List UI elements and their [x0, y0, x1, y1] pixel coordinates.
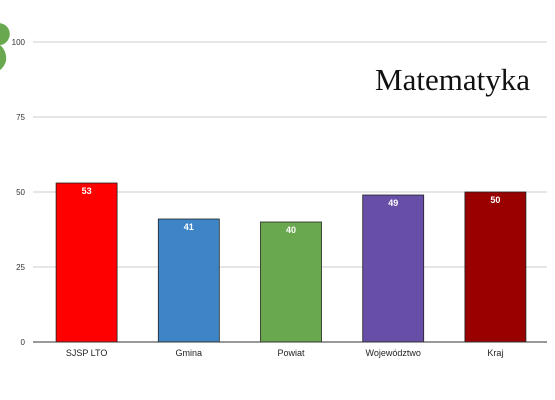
y-axis-ticks: 0 25 50 75 100 [12, 38, 26, 347]
x-axis-categories: SJSP LTO Gmina Powiat Województwo Kraj [66, 348, 504, 358]
data-labels: 53 41 40 49 50 [82, 186, 501, 235]
x-category-label: Kraj [487, 348, 503, 358]
x-category-label: Województwo [366, 348, 421, 358]
data-label: 41 [184, 222, 194, 232]
logo [0, 23, 10, 71]
x-category-label: Powiat [277, 348, 305, 358]
y-tick-label: 100 [12, 38, 26, 47]
bar [55, 182, 118, 343]
chart-title: Matematyka [375, 62, 530, 97]
bars [55, 182, 527, 343]
data-label: 50 [490, 195, 500, 205]
y-tick-label: 75 [16, 113, 25, 122]
y-tick-label: 25 [16, 263, 25, 272]
bar [157, 218, 220, 343]
bar [464, 191, 527, 343]
y-tick-label: 50 [16, 188, 25, 197]
y-tick-label: 0 [21, 338, 26, 347]
data-label: 40 [286, 225, 296, 235]
x-category-label: SJSP LTO [66, 348, 108, 358]
green-logo-fragment-icon [0, 23, 10, 71]
data-label: 53 [82, 186, 92, 196]
x-category-label: Gmina [176, 348, 203, 358]
data-label: 49 [388, 198, 398, 208]
bar [260, 221, 322, 343]
bar [362, 194, 425, 343]
